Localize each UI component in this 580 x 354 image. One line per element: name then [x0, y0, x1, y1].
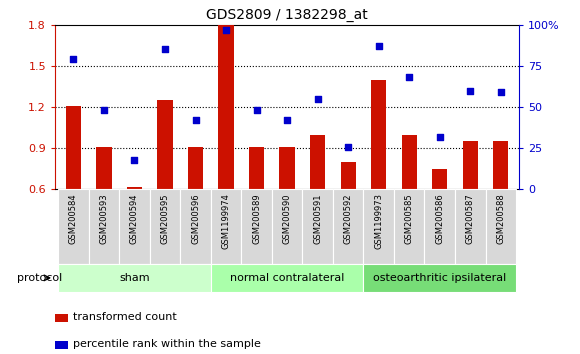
Text: osteoarthritic ipsilateral: osteoarthritic ipsilateral [373, 273, 506, 283]
Point [130, 157, 139, 162]
Text: GSM200585: GSM200585 [405, 193, 414, 244]
Text: GSM200584: GSM200584 [69, 193, 78, 244]
Bar [119, 189, 150, 264]
Point [252, 108, 261, 113]
Bar [364, 264, 516, 292]
Text: GSM1199974: GSM1199974 [222, 193, 230, 249]
Bar [310, 135, 325, 189]
Text: normal contralateral: normal contralateral [230, 273, 345, 283]
Text: GSM200591: GSM200591 [313, 193, 322, 244]
Point [313, 96, 322, 102]
Point [69, 57, 78, 62]
Bar [463, 141, 478, 189]
Text: GSM200596: GSM200596 [191, 193, 200, 244]
Point [466, 88, 475, 93]
Bar [302, 189, 333, 264]
Text: percentile rank within the sample: percentile rank within the sample [73, 338, 261, 349]
Bar [241, 189, 272, 264]
Bar [333, 189, 364, 264]
Text: GSM200587: GSM200587 [466, 193, 475, 244]
Bar [58, 264, 211, 292]
Bar [425, 189, 455, 264]
Point [160, 47, 169, 52]
Bar [157, 100, 173, 189]
Text: GSM200588: GSM200588 [496, 193, 505, 244]
Text: GSM200593: GSM200593 [99, 193, 108, 244]
Bar [371, 80, 386, 189]
Bar [89, 189, 119, 264]
Bar [364, 189, 394, 264]
Title: GDS2809 / 1382298_at: GDS2809 / 1382298_at [206, 8, 368, 22]
Bar [55, 341, 68, 348]
Bar [493, 141, 509, 189]
Point [343, 144, 353, 149]
Bar [188, 147, 203, 189]
Text: transformed count: transformed count [73, 312, 177, 322]
Bar [280, 147, 295, 189]
Bar [249, 147, 264, 189]
Text: GSM200595: GSM200595 [161, 193, 169, 244]
Bar [219, 25, 234, 189]
Point [435, 134, 444, 139]
Point [191, 118, 200, 123]
Text: GSM1199973: GSM1199973 [374, 193, 383, 249]
Point [282, 118, 292, 123]
Text: sham: sham [119, 273, 150, 283]
Bar [455, 189, 485, 264]
Bar [58, 189, 89, 264]
Point [222, 27, 231, 33]
Text: GSM200590: GSM200590 [282, 193, 292, 244]
Bar [55, 314, 68, 322]
Bar [96, 147, 111, 189]
Bar [272, 189, 302, 264]
Bar [180, 189, 211, 264]
Bar [401, 135, 417, 189]
Text: protocol: protocol [16, 273, 62, 283]
Bar [127, 187, 142, 189]
Bar [211, 189, 241, 264]
Point [99, 108, 108, 113]
Text: GSM200592: GSM200592 [344, 193, 353, 244]
Bar [211, 264, 364, 292]
Point [496, 90, 505, 95]
Bar [340, 162, 356, 189]
Point [374, 43, 383, 49]
Bar [432, 169, 447, 189]
Text: GSM200586: GSM200586 [435, 193, 444, 244]
Bar [485, 189, 516, 264]
Bar [394, 189, 425, 264]
Text: GSM200594: GSM200594 [130, 193, 139, 244]
Bar [66, 106, 81, 189]
Point [405, 75, 414, 80]
Bar [150, 189, 180, 264]
Text: GSM200589: GSM200589 [252, 193, 261, 244]
